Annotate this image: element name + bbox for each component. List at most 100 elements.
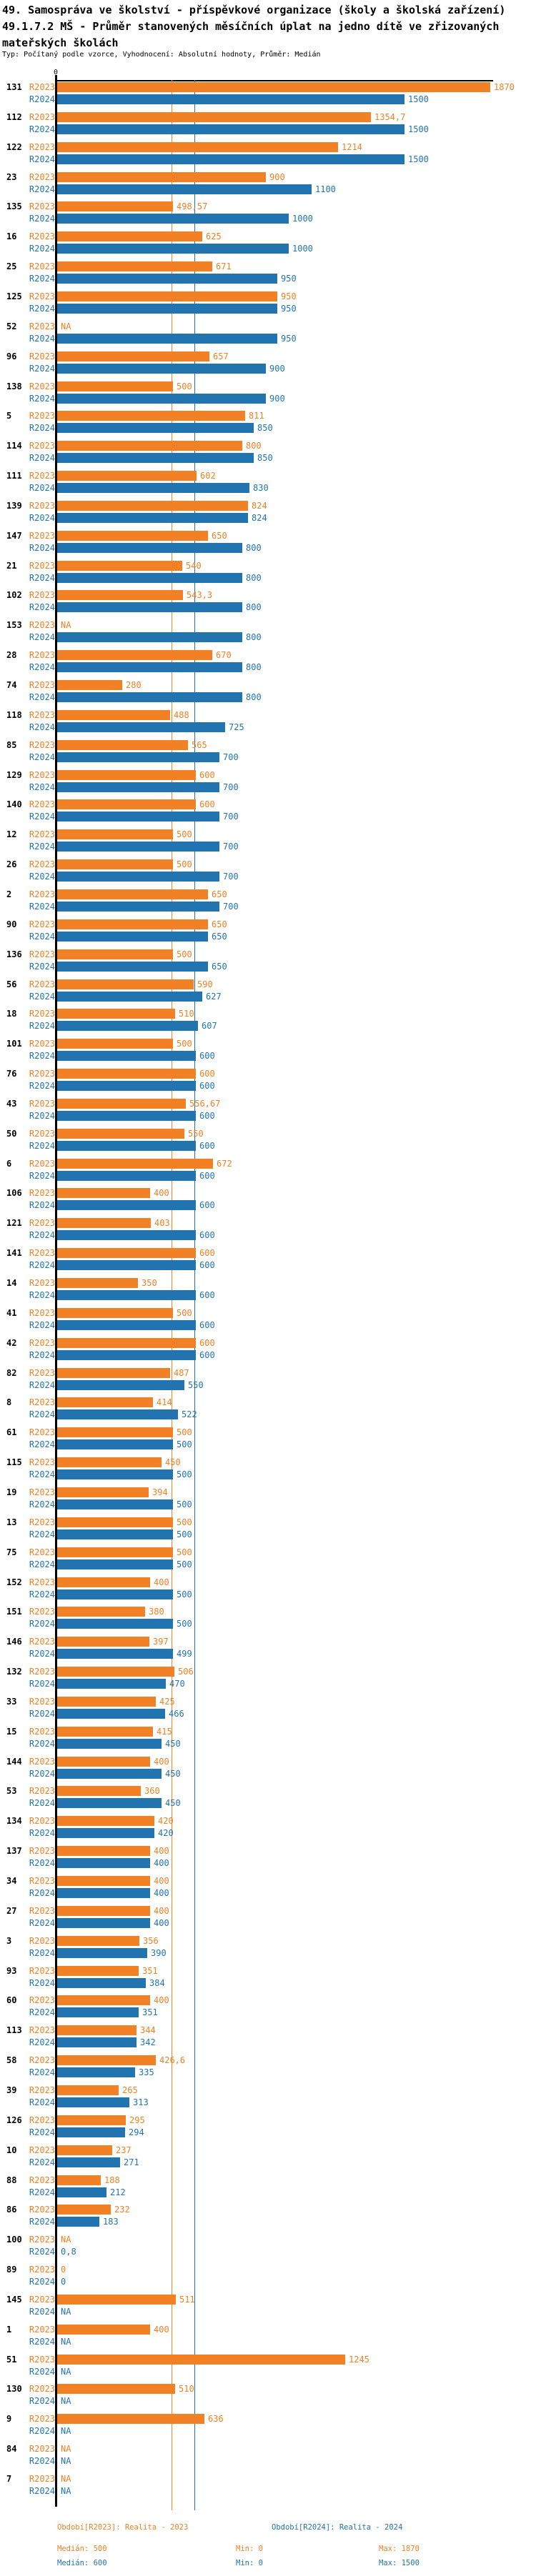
series-label-r2024: R2024 (29, 722, 55, 732)
category-label: 118 (6, 710, 22, 720)
row-group-112: 112 R2023 1354,7 R2024 1500 (0, 112, 536, 134)
category-label: 93 (6, 1966, 17, 1976)
series-label-r2024: R2024 (29, 1589, 55, 1599)
bar-r2023 (57, 1129, 184, 1139)
bar-r2024 (57, 1111, 196, 1121)
category-label: 7 (6, 2474, 12, 2484)
value-label-r2023: 625 (206, 231, 222, 241)
row-group-27: 27 R2023 400 R2024 400 (0, 1906, 536, 1928)
bar-r2024 (57, 1141, 196, 1151)
series-label-r2023: R2023 (29, 1159, 55, 1169)
row-group-41: 41 R2023 500 R2024 600 (0, 1308, 536, 1330)
series-label-r2023: R2023 (29, 291, 55, 301)
value-label-r2024: NA (61, 2307, 71, 2317)
bar-r2023 (57, 1159, 213, 1169)
x-axis-zero-tick-label: 0 (53, 69, 59, 76)
series-label-r2024: R2024 (29, 932, 55, 942)
row-group-9: 9 R2023 636 R2024 NA (0, 2414, 536, 2436)
value-label-r2023: 500 (177, 1039, 192, 1049)
bar-r2024 (57, 1918, 150, 1928)
series-label-r2023: R2023 (29, 829, 55, 839)
bar-r2024 (57, 1320, 196, 1330)
value-label-r2023: 351 (142, 1966, 158, 1976)
value-label-r2024: 600 (199, 1081, 215, 1091)
row-group-1: 1 R2023 400 R2024 NA (0, 2325, 536, 2347)
bar-r2023 (57, 471, 197, 481)
series-label-r2024: R2024 (29, 2157, 55, 2167)
value-label-r2024: 1000 (292, 214, 313, 224)
value-label-r2024: 700 (223, 812, 239, 822)
series-label-r2023: R2023 (29, 1069, 55, 1079)
bar-r2024 (57, 2157, 120, 2167)
value-label-r2024: 212 (110, 2187, 126, 2197)
value-label-r2024: 500 (177, 1589, 192, 1599)
series-label-r2023: R2023 (29, 1607, 55, 1617)
series-label-r2024: R2024 (29, 2247, 55, 2257)
bar-r2023 (57, 441, 242, 451)
series-label-r2023: R2023 (29, 1218, 55, 1228)
category-label: 101 (6, 1039, 22, 1049)
value-label-r2024: 600 (199, 1051, 215, 1061)
value-label-r2024: 342 (140, 2037, 156, 2047)
row-group-13: 13 R2023 500 R2024 500 (0, 1517, 536, 1539)
value-label-r2024: 400 (154, 1888, 169, 1898)
value-label-r2023: 400 (154, 2325, 169, 2335)
value-label-r2023: 600 (199, 1338, 215, 1348)
series-label-r2023: R2023 (29, 1757, 55, 1767)
row-group-88: 88 R2023 188 R2024 212 (0, 2175, 536, 2197)
value-label-r2024: 700 (223, 902, 239, 912)
series-label-r2024: R2024 (29, 872, 55, 882)
bar-r2024 (57, 1888, 150, 1898)
series-label-r2023: R2023 (29, 1547, 55, 1557)
series-label-r2023: R2023 (29, 2325, 55, 2335)
series-label-r2024: R2024 (29, 2307, 55, 2317)
series-label-r2023: R2023 (29, 261, 55, 271)
series-label-r2023: R2023 (29, 2474, 55, 2484)
category-label: 13 (6, 1517, 17, 1527)
row-group-145: 145 R2023 511 R2024 NA (0, 2295, 536, 2317)
series-label-r2024: R2024 (29, 1978, 55, 1988)
value-label-r2023: 950 (281, 291, 297, 301)
series-label-r2024: R2024 (29, 1739, 55, 1749)
row-group-125: 125 R2023 950 R2024 950 (0, 291, 536, 314)
value-label-r2023: 600 (199, 1069, 215, 1079)
series-label-r2024: R2024 (29, 1260, 55, 1270)
value-label-r2023: 650 (212, 889, 227, 899)
series-label-r2023: R2023 (29, 471, 55, 481)
value-label-r2023: 403 (154, 1218, 170, 1228)
category-label: 135 (6, 201, 22, 211)
row-group-28: 28 R2023 670 R2024 800 (0, 650, 536, 672)
value-label-r2023: 400 (154, 1577, 169, 1587)
value-label-r2023: 360 (144, 1786, 160, 1796)
category-label: 137 (6, 1846, 22, 1856)
series-label-r2024: R2024 (29, 2127, 55, 2137)
series-label-r2023: R2023 (29, 531, 55, 541)
value-label-r2023: 1870 (494, 82, 515, 92)
row-group-141: 141 R2023 600 R2024 600 (0, 1248, 536, 1270)
bar-r2024 (57, 214, 289, 224)
bar-r2024 (57, 1350, 196, 1360)
category-label: 131 (6, 82, 22, 92)
series-label-r2023: R2023 (29, 2115, 55, 2125)
bar-r2023 (57, 1487, 149, 1497)
category-label: 9 (6, 2414, 12, 2424)
bar-r2024 (57, 483, 249, 493)
value-label-r2023: 500 (177, 949, 192, 959)
series-label-r2023: R2023 (29, 2025, 55, 2035)
value-label-r2024: 420 (158, 1828, 174, 1838)
category-label: 86 (6, 2205, 17, 2215)
bar-r2023 (57, 740, 188, 750)
value-label-r2023: NA (61, 321, 71, 331)
category-label: 76 (6, 1069, 17, 1079)
value-label-r2023: 415 (157, 1727, 172, 1737)
value-label-r2023: 394 (152, 1487, 168, 1497)
series-label-r2024: R2024 (29, 513, 55, 523)
value-label-r2023: 1245 (349, 2355, 369, 2365)
bar-r2023 (57, 411, 245, 421)
series-label-r2024: R2024 (29, 992, 55, 1002)
bar-r2024 (57, 1858, 150, 1868)
bar-r2024 (57, 932, 208, 942)
category-label: 19 (6, 1487, 17, 1497)
x-axis-line (56, 80, 493, 81)
bar-r2023 (57, 2055, 156, 2065)
